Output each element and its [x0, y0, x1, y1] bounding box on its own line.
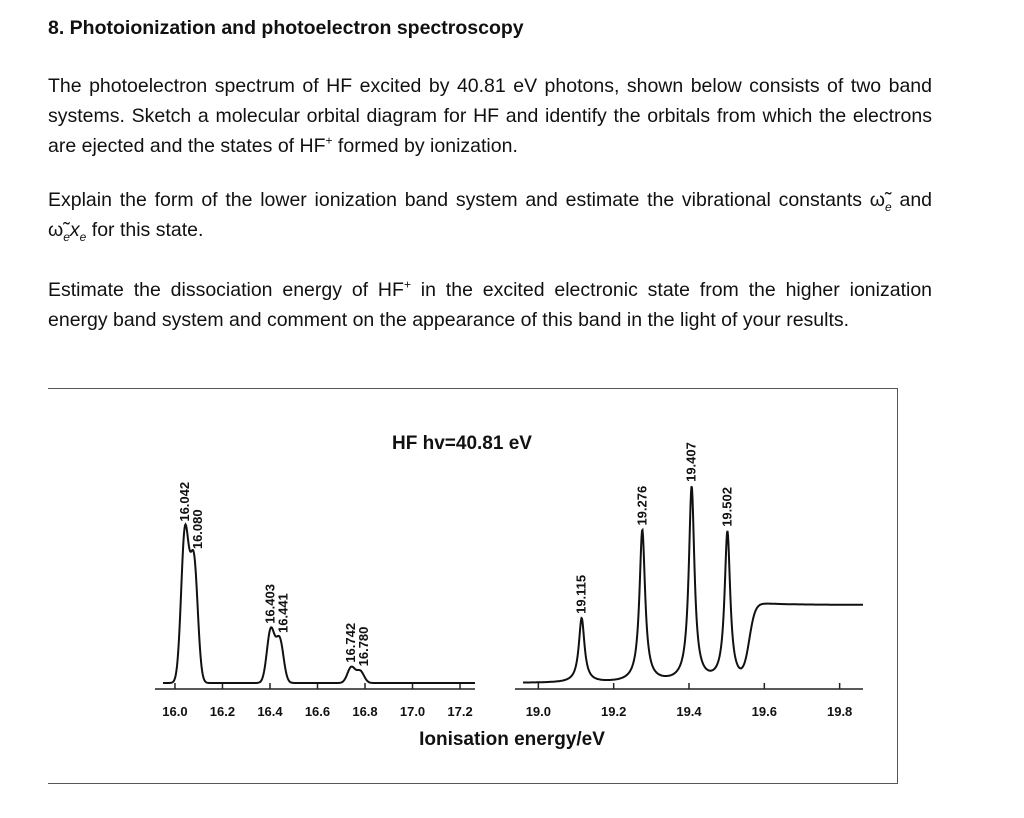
paragraph: The photoelectron spectrum of HF excited… [48, 71, 932, 161]
symbol: ω̃ [48, 219, 64, 241]
text: and [891, 189, 933, 211]
paragraph: Explain the form of the lower ionization… [48, 185, 932, 245]
x-tick-label: 16.2 [210, 704, 235, 719]
text: Explain the form of the lower ionization… [48, 189, 870, 211]
figure-frame [48, 388, 898, 784]
figure-title: HF hv=40.81 eV [392, 433, 532, 454]
heading: 8. Photoionization and photoelectron spe… [48, 17, 524, 39]
peak-label: 16.042 [177, 482, 192, 522]
x-tick-label: 17.2 [447, 704, 472, 719]
spectrum-trace [163, 522, 475, 684]
peak-label: 19.502 [719, 487, 734, 527]
peak-label: 16.403 [263, 584, 278, 624]
peak-label: 19.115 [574, 575, 589, 614]
x-tick-label: 17.0 [400, 704, 425, 719]
spectrum-trace [523, 485, 863, 684]
x-tick-label: 16.6 [305, 704, 330, 719]
x-tick-label: 16.4 [257, 704, 283, 719]
subscript: e [79, 229, 87, 244]
peak-label: 16.780 [356, 627, 371, 667]
x-axis-label: Ionisation energy/eV [419, 729, 605, 750]
subscript: e [885, 199, 892, 214]
text: in the excited electronic state from the… [48, 279, 933, 331]
x-tick-label: 19.2 [601, 704, 626, 719]
x-tick-label: 16.8 [352, 704, 377, 719]
text: formed by ionization. [332, 135, 518, 157]
symbol: x [69, 219, 80, 241]
peak-label: 16.441 [276, 593, 291, 633]
paragraph: Estimate the dissociation energy of HF+ … [48, 275, 932, 335]
symbol: ω̃ [869, 189, 886, 211]
peak-label: 19.407 [684, 442, 699, 482]
x-tick-label: 16.0 [162, 704, 187, 719]
superscript: + [403, 277, 411, 292]
x-tick-label: 19.0 [526, 704, 551, 719]
x-tick-label: 19.6 [752, 704, 777, 719]
peak-label: 16.742 [343, 623, 358, 663]
x-tick-label: 19.8 [827, 704, 852, 719]
text: The photoelectron spectrum of HF excited… [48, 75, 932, 157]
x-tick-label: 19.4 [676, 704, 702, 719]
text: Estimate the dissociation energy of HF [48, 279, 404, 301]
text: for this state. [86, 219, 204, 241]
subscript: e [63, 229, 70, 244]
superscript: + [325, 133, 333, 148]
peak-label: 19.276 [634, 486, 649, 526]
peak-label: 16.080 [190, 509, 205, 549]
